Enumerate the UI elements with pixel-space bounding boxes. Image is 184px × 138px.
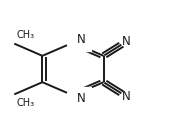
Text: N: N xyxy=(122,90,131,103)
Text: N: N xyxy=(77,33,86,46)
Text: CH₃: CH₃ xyxy=(17,30,35,39)
Text: N: N xyxy=(122,35,131,48)
Text: CH₃: CH₃ xyxy=(17,99,35,108)
Text: N: N xyxy=(77,92,86,105)
